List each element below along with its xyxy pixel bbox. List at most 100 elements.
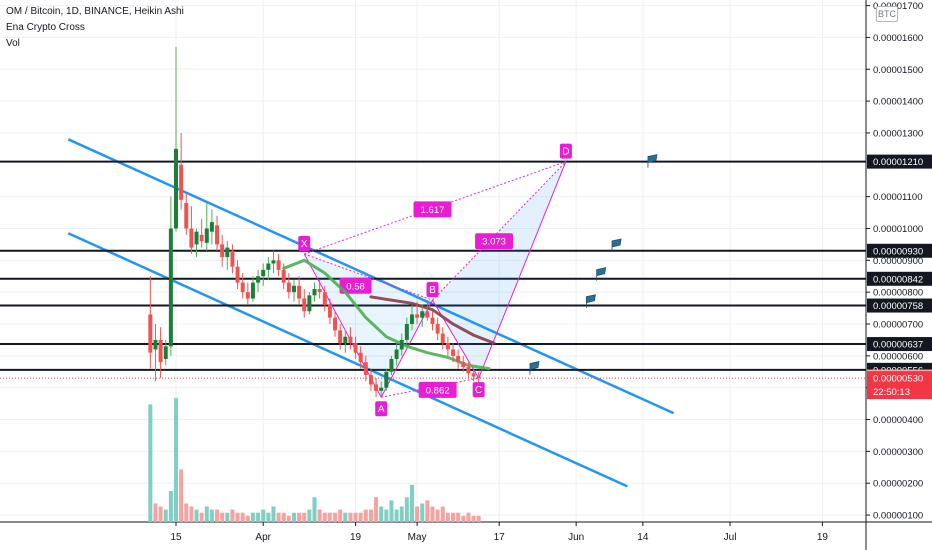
volume-bar: [368, 509, 373, 522]
ratio-label: 3.073: [482, 237, 506, 248]
level-price-tag: [867, 154, 932, 169]
indicator-label[interactable]: Ena Crypto Cross: [6, 22, 85, 33]
level-price-tag: [867, 337, 932, 352]
currency-badge[interactable]: BTC: [876, 6, 898, 22]
volume-bar: [215, 509, 220, 522]
y-tick-label: 0.00000400: [873, 415, 923, 426]
volume-bar: [194, 509, 199, 522]
volume-bar: [471, 515, 476, 522]
candle-body: [353, 343, 358, 353]
volume-bar: [430, 506, 435, 522]
volume-bar: [338, 509, 343, 522]
candle-body: [338, 330, 343, 344]
x-tick-label: 19: [817, 532, 829, 543]
volume-bar: [199, 512, 204, 522]
candle-body: [148, 314, 153, 353]
candle-body: [271, 260, 276, 264]
volume-bar: [209, 509, 214, 522]
chart-legend: OM / Bitcoin, 1D, BINANCE, Heikin Ashi E…: [6, 4, 184, 52]
symbol-title[interactable]: OM / Bitcoin, 1D, BINANCE, Heikin Ashi: [6, 6, 184, 17]
candle-body: [404, 324, 409, 340]
volume-bar: [394, 509, 399, 522]
flag-marker: [611, 238, 622, 252]
candle-body: [209, 222, 214, 232]
x-tick-label: Apr: [255, 532, 271, 543]
ratio-label: 0.58: [346, 281, 365, 292]
horizontal-levels[interactable]: [0, 160, 866, 379]
ratio-badge: [418, 381, 457, 398]
candle-body: [276, 260, 281, 270]
volume-bar: [348, 512, 353, 522]
level-price-tag: [867, 243, 932, 258]
flag-markers: [529, 154, 658, 375]
ratio-badge: [475, 233, 514, 250]
y-tick-label: 0.00000100: [873, 511, 923, 522]
pattern-point-badge: [375, 401, 388, 417]
x-tick-label: Jul: [724, 532, 737, 543]
volume-label[interactable]: Vol: [6, 38, 20, 49]
candle-body: [153, 339, 158, 350]
y-tick-label: 0.00001500: [873, 65, 923, 76]
y-tick-label: 0.00000600: [873, 351, 923, 362]
volume-bar: [256, 512, 261, 522]
ratio-badge: [339, 277, 372, 294]
volume-bar: [148, 404, 153, 522]
moving-averages: [282, 258, 496, 371]
ma-line-green: [282, 258, 491, 371]
ma-line-red: [369, 295, 496, 345]
candle-body: [368, 374, 373, 385]
volume-bar: [245, 515, 250, 522]
harmonic-pattern[interactable]: 1.617 3.073 0.58 0.862 X A B C D: [298, 143, 572, 417]
channel-lines[interactable]: [67, 138, 675, 488]
volume-bar: [435, 509, 440, 522]
volume-bar: [225, 512, 230, 522]
volume-bar: [466, 512, 471, 522]
volume-bar: [235, 512, 240, 522]
flag-marker: [529, 361, 540, 375]
volume-bar: [384, 509, 389, 522]
volume-bar: [168, 491, 173, 522]
ratio-label: 0.862: [426, 385, 450, 396]
y-tick-label: 0.00000800: [873, 288, 923, 299]
candle-body: [415, 314, 420, 318]
ratio-badge: [413, 201, 452, 218]
volume-bar: [250, 512, 255, 522]
volume-bar: [297, 512, 302, 522]
y-tick-label: 0.00001300: [873, 128, 923, 139]
x-tick-label: 14: [637, 532, 649, 543]
flag-marker: [586, 294, 596, 308]
volume-bar: [158, 506, 163, 522]
volume-bar: [230, 509, 235, 522]
candle-body: [456, 355, 461, 363]
volume-bar: [461, 515, 466, 522]
volume-bar: [317, 509, 322, 522]
volume-bar: [399, 506, 404, 522]
y-tick-label: 0.00000300: [873, 447, 923, 458]
candle-body: [343, 336, 348, 344]
level-price-tag-label: 0.00000637: [873, 340, 923, 351]
level-price-tag-label: 0.00001210: [873, 157, 923, 168]
pattern-point-label: X: [301, 239, 308, 250]
candle-body: [445, 343, 450, 350]
candle-body: [189, 228, 194, 248]
volume-bar: [204, 506, 209, 522]
candle-body: [384, 371, 389, 388]
y-tick-label: 0.00000900: [873, 256, 923, 267]
x-tick-label: May: [408, 532, 427, 543]
price-axis[interactable]: 0.00001700 0.00001600 0.00001500 0.00001400…: [866, 1, 932, 522]
candle-body: [158, 339, 163, 363]
candle-body: [168, 228, 173, 347]
pattern-point-badge: [426, 282, 439, 298]
volume-bar: [415, 506, 420, 522]
flag-marker: [596, 267, 607, 281]
level-price-tag-label: 0.00000842: [873, 274, 923, 285]
pattern-point-badge: [472, 382, 485, 398]
volume-bar: [445, 512, 450, 522]
candle-body: [466, 366, 471, 374]
volume-bars: [148, 398, 481, 522]
x-tick-label: 15: [170, 532, 182, 543]
candle-body: [435, 324, 440, 334]
time-axis[interactable]: 15 Apr 19 May 17 Jun 14 Jul 19: [170, 522, 828, 543]
volume-bar: [291, 512, 296, 522]
